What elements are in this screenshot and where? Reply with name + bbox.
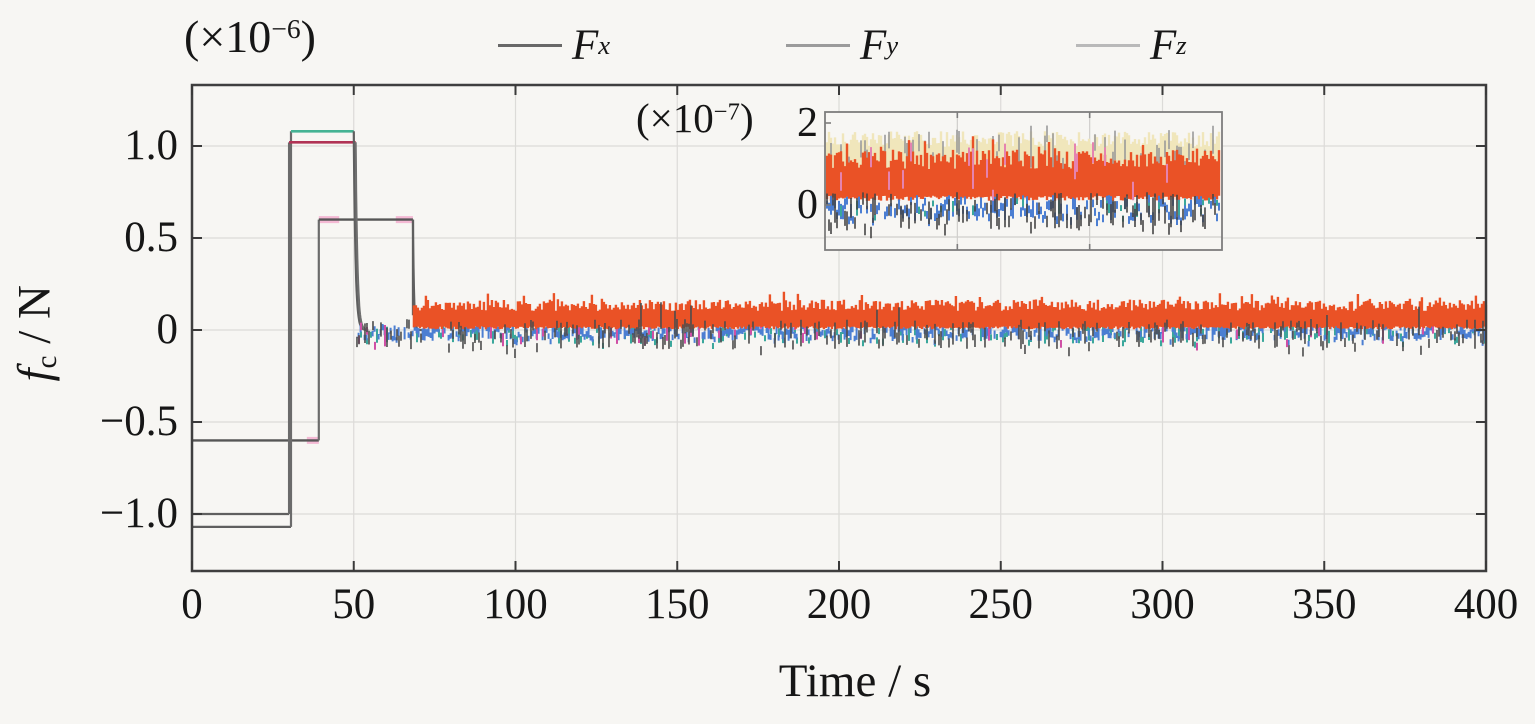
x-tick-label-0: 0 bbox=[181, 581, 203, 628]
y-tick-label-−0.5: −0.5 bbox=[99, 398, 178, 445]
y-axis-scale-label: (×10−6) bbox=[184, 11, 316, 62]
legend-line-swatch bbox=[786, 43, 850, 47]
legend-label: F bbox=[860, 21, 887, 69]
inset-scale-label: (×10−7) bbox=[636, 95, 754, 141]
legend-label-subscript: y bbox=[886, 29, 899, 60]
x-tick-label-350: 350 bbox=[1292, 581, 1357, 628]
inset-y-tick-label-2: 2 bbox=[797, 100, 818, 146]
x-tick-label-50: 50 bbox=[332, 581, 376, 628]
noise-4c4c4c bbox=[356, 302, 1484, 358]
inset-noise-454545 bbox=[826, 192, 1216, 239]
legend-label-subscript: z bbox=[1176, 29, 1187, 60]
x-axis-title: Time / s bbox=[778, 655, 932, 707]
x-tick-label-300: 300 bbox=[1130, 581, 1195, 628]
inset-noise-ea5226 bbox=[825, 136, 1221, 201]
inset-frame bbox=[824, 111, 1223, 251]
x-tick-label-100: 100 bbox=[483, 581, 548, 628]
y-tick-label-−1.0: −1.0 bbox=[99, 490, 178, 537]
x-tick-label-250: 250 bbox=[968, 581, 1034, 628]
x-tick-label-150: 150 bbox=[645, 581, 710, 628]
noise-ea5226 bbox=[412, 291, 1488, 330]
y-tick-label-0: 0 bbox=[156, 306, 179, 353]
legend-line-swatch bbox=[1076, 43, 1140, 47]
x-tick-label-400: 400 bbox=[1453, 581, 1519, 628]
y-tick-label-0.5: 0.5 bbox=[124, 214, 178, 261]
legend-label-subscript: x bbox=[598, 29, 611, 60]
y-tick-label-1.0: 1.0 bbox=[124, 122, 178, 169]
legend-line-swatch bbox=[498, 43, 562, 47]
inset-y-tick-label-0: 0 bbox=[797, 182, 818, 228]
legend-label: F bbox=[572, 21, 599, 69]
inset-noise-e583b0 bbox=[840, 142, 1168, 209]
legend-label: F bbox=[1150, 21, 1177, 69]
x-tick-label-200: 200 bbox=[806, 581, 872, 628]
